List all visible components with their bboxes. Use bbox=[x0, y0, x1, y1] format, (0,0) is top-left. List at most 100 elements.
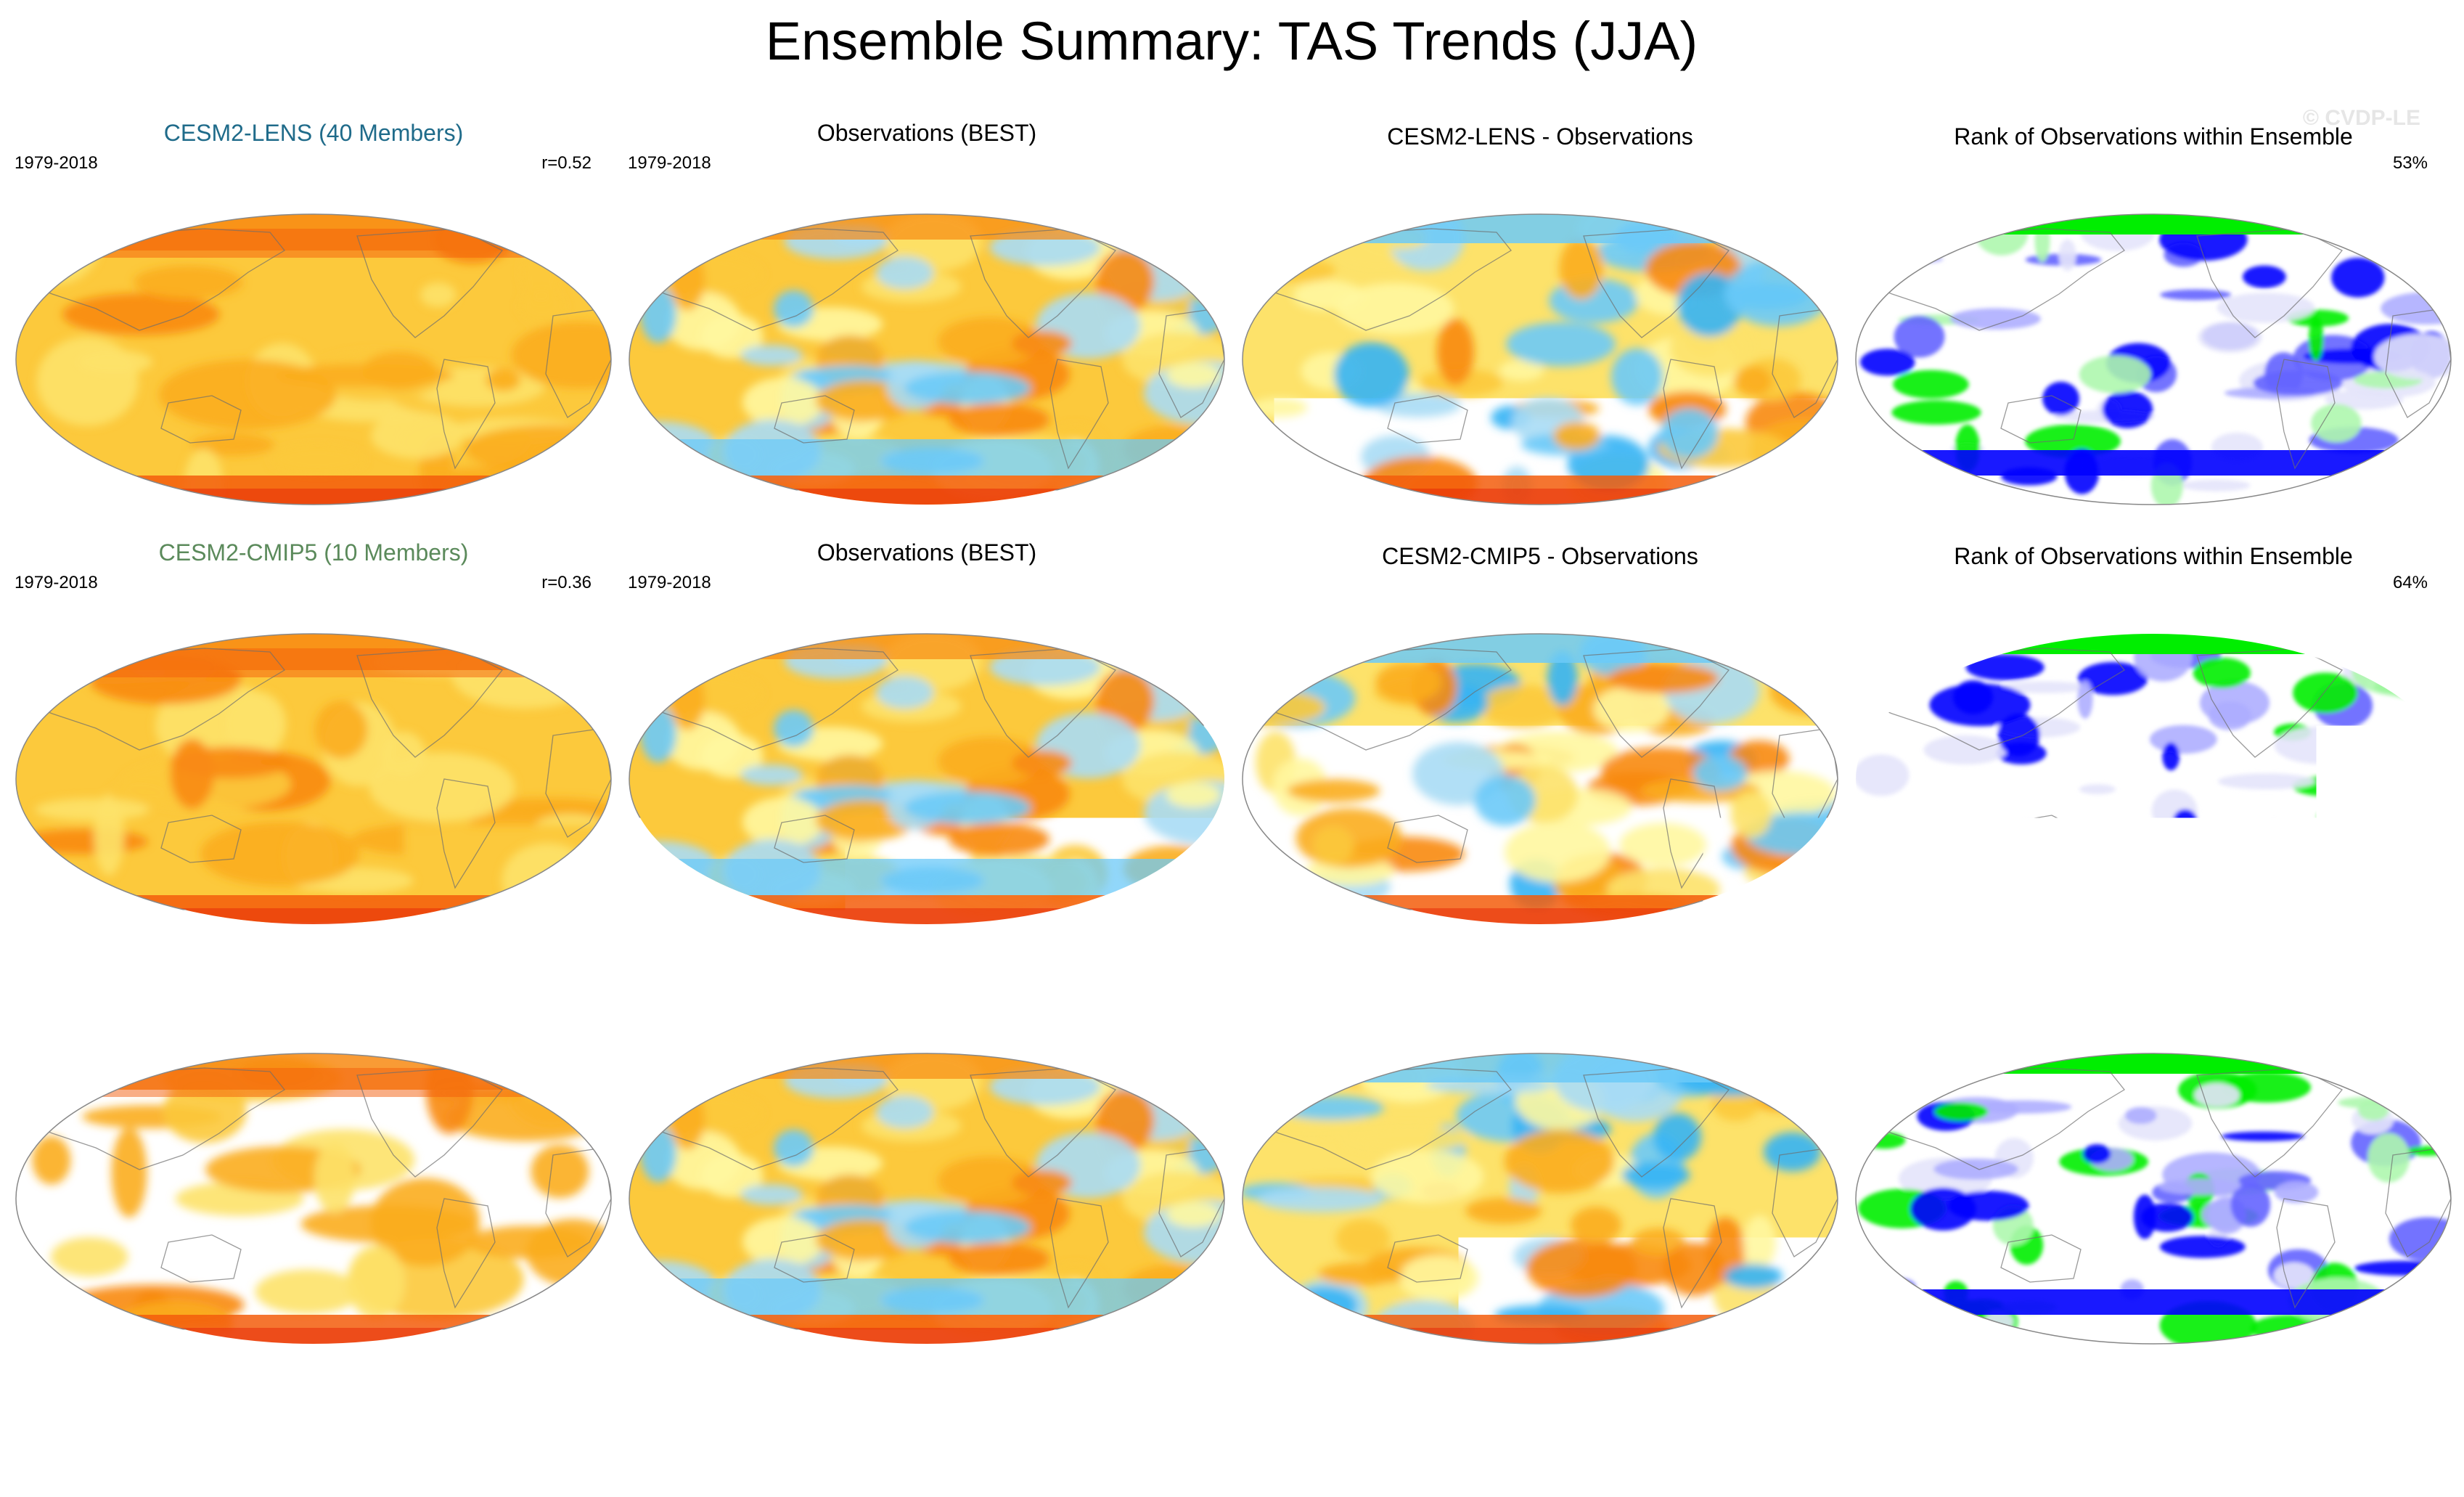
colorbar-segment bbox=[912, 1387, 941, 1411]
rank-patch bbox=[2217, 293, 2315, 322]
southern-band bbox=[629, 1278, 1224, 1315]
trend-patch bbox=[1611, 348, 1663, 405]
colorbar-tick-label: -4 bbox=[116, 1414, 136, 1440]
trend-patch bbox=[876, 256, 934, 289]
arctic-band bbox=[16, 1068, 611, 1097]
colorbar-units-superscript: -1 bbox=[1568, 1441, 1583, 1459]
colorbar-tick-label: 0 bbox=[877, 1414, 890, 1440]
rank-patch bbox=[2079, 356, 2151, 393]
trend-patch bbox=[1313, 826, 1354, 865]
trend-patch bbox=[271, 444, 365, 475]
trend-patch bbox=[1731, 791, 1772, 839]
trend-patch bbox=[1553, 422, 1600, 450]
rank-patch bbox=[2162, 743, 2179, 770]
rank-patch bbox=[2346, 226, 2436, 253]
trend-patch bbox=[5, 205, 99, 285]
colorbar-tick-label: 100 bbox=[2312, 1414, 2351, 1440]
colorbar-segment bbox=[98, 1387, 127, 1411]
colorbar-segment bbox=[69, 1387, 98, 1411]
trend-patch bbox=[17, 854, 54, 896]
rank-patch bbox=[2309, 316, 2323, 361]
trend-patch bbox=[362, 351, 436, 390]
colorbar-tick-label: -0.5 bbox=[1448, 1414, 1488, 1440]
rank-patch bbox=[2222, 1132, 2304, 1141]
rank-patch bbox=[1948, 1191, 2029, 1220]
rank-patch bbox=[2059, 240, 2076, 272]
trend-patch bbox=[1505, 1129, 1615, 1193]
colorbar-tick-label: 4 bbox=[1605, 1414, 1618, 1440]
trend-patch bbox=[1012, 330, 1072, 356]
trend-patch bbox=[1437, 319, 1474, 386]
arctic-band bbox=[629, 634, 1224, 659]
rank-patch bbox=[2158, 1178, 2240, 1194]
colorbar-segment bbox=[654, 1387, 683, 1411]
trend-patch bbox=[347, 1245, 405, 1319]
rank-patch bbox=[1852, 226, 1934, 237]
rank-patch bbox=[2379, 878, 2461, 900]
rank-patch bbox=[1973, 833, 2004, 872]
panel-row3-obs: Observations (BEST) 1979-2018 bbox=[602, 959, 1270, 1349]
colorbar-tick-label: 20 bbox=[2092, 1414, 2119, 1440]
trend-patch bbox=[1335, 283, 1454, 335]
trend-patch bbox=[255, 1270, 361, 1314]
trend-patch bbox=[1693, 756, 1747, 791]
colorbar-tick-label: 0 bbox=[1930, 1414, 1943, 1440]
trend-patch bbox=[511, 322, 648, 388]
colorbar-tick-label: 6 bbox=[435, 1414, 449, 1440]
world-map bbox=[1852, 210, 2464, 508]
colorbar-segment bbox=[1582, 1387, 1611, 1411]
trend-patch bbox=[134, 266, 242, 299]
colorbar-segment bbox=[1055, 1387, 1084, 1411]
colorbar-segment bbox=[1026, 1387, 1055, 1411]
colorbar-segment bbox=[1554, 1387, 1583, 1411]
rank-patch bbox=[2219, 830, 2269, 847]
trend-patch bbox=[1258, 1187, 1384, 1212]
colorbar-tick-label: 95 bbox=[2262, 1414, 2288, 1440]
arctic-band bbox=[16, 229, 611, 258]
arctic-band bbox=[629, 214, 1224, 240]
page-title: Ensemble Summary: TAS Trends (JJA) bbox=[766, 11, 1698, 71]
colorbar-segment bbox=[442, 1387, 471, 1411]
antarctic-band bbox=[1243, 908, 1838, 924]
arctic-band bbox=[16, 648, 611, 677]
colorbar-tick-label: -0.5 bbox=[221, 1414, 261, 1440]
trend-patch bbox=[536, 814, 605, 838]
world-map bbox=[1243, 203, 1859, 515]
arctic-band bbox=[1243, 214, 1838, 243]
trend-patch bbox=[1399, 1255, 1478, 1301]
period-label: 1979-2018 bbox=[15, 992, 98, 1012]
colorbar-units-superscript: -1 bbox=[955, 1441, 970, 1459]
antarctic-band bbox=[16, 489, 611, 505]
colorbar-segment bbox=[740, 1387, 769, 1411]
antarctic-band bbox=[629, 489, 1224, 505]
colorbar-segment bbox=[1439, 1387, 1468, 1411]
rank-patch bbox=[1998, 714, 2040, 756]
rank-patch bbox=[2150, 725, 2217, 754]
colorbar-segment bbox=[241, 1387, 270, 1411]
colorbar-segment bbox=[1726, 1387, 1755, 1411]
trend-patch bbox=[640, 1125, 676, 1183]
arctic-band bbox=[1990, 214, 2317, 234]
colorbar-segment bbox=[1170, 1387, 1199, 1411]
trend-patch bbox=[1343, 1126, 1473, 1151]
rank-patch bbox=[1893, 370, 1969, 399]
panel-title: Observations (BEST) bbox=[817, 959, 1036, 985]
rank-patch bbox=[2198, 322, 2262, 353]
trend-patch bbox=[1769, 666, 1855, 715]
colorbar-segment bbox=[2162, 1387, 2219, 1411]
trend-patch bbox=[1608, 664, 1719, 693]
colorbar-segment bbox=[998, 1387, 1027, 1411]
colorbar-tick-label: 5 bbox=[1986, 1414, 2000, 1440]
colorbar-tick-label: 0.5 bbox=[1509, 1414, 1541, 1440]
rank-patch bbox=[1950, 308, 2041, 329]
trend-patch bbox=[78, 350, 152, 374]
colorbar-segment bbox=[711, 1387, 740, 1411]
colorbar-segment bbox=[270, 1387, 299, 1411]
trend-patch bbox=[1724, 1264, 1782, 1289]
panel-row2-diff: CESM2-CMIP5 - Observations bbox=[1211, 543, 1883, 924]
trend-patch bbox=[36, 337, 138, 426]
rank-patch bbox=[1854, 754, 1909, 796]
colorbar-tick-label: 0 bbox=[263, 1414, 277, 1440]
colorbar-segment bbox=[1468, 1387, 1497, 1411]
colorbar-segment bbox=[298, 1387, 327, 1411]
